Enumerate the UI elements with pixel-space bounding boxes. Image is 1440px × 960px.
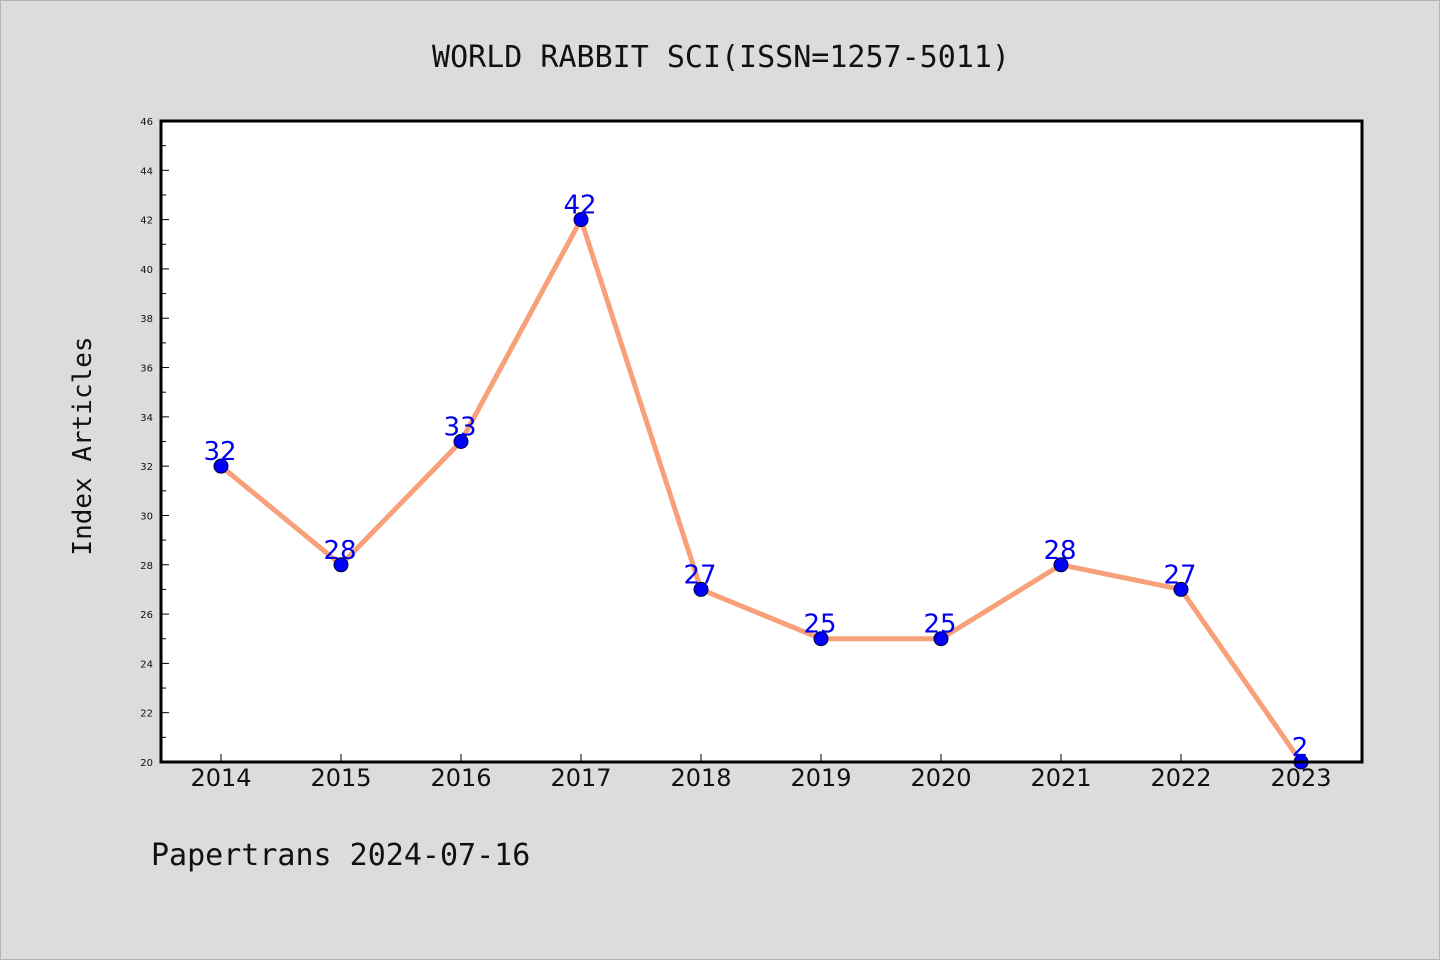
y-tick-label: 46 bbox=[140, 117, 153, 128]
data-label: 27 bbox=[683, 560, 716, 590]
data-point bbox=[453, 434, 469, 449]
data-label: 42 bbox=[563, 191, 596, 221]
x-tick-label: 2016 bbox=[430, 764, 491, 792]
x-tick-label: 2022 bbox=[1150, 764, 1211, 792]
series-layer: 32 28 33 42 27 25 25 28 27 2 bbox=[203, 191, 1309, 770]
x-tick-label: 2021 bbox=[1030, 764, 1091, 792]
x-tick-label: 2020 bbox=[910, 764, 971, 792]
data-point bbox=[333, 557, 349, 573]
y-tick-label: 36 bbox=[140, 364, 153, 375]
data-label: 2 bbox=[1292, 733, 1309, 763]
data-label: 28 bbox=[323, 536, 356, 566]
data-point bbox=[933, 631, 949, 647]
x-axis: 2014 2015 2016 2017 2018 2019 2020 2021 2022 2023 bbox=[190, 754, 1332, 792]
plot-area bbox=[161, 121, 1362, 762]
data-label: 25 bbox=[923, 610, 956, 640]
y-tick-label: 24 bbox=[140, 659, 153, 670]
data-label: 28 bbox=[1043, 536, 1076, 566]
x-tick-label: 2017 bbox=[550, 764, 611, 792]
data-point bbox=[693, 581, 709, 597]
y-tick-label: 26 bbox=[140, 610, 153, 621]
plot-frame bbox=[159, 119, 1364, 764]
x-tick-label: 2018 bbox=[670, 764, 731, 792]
x-tick-label: 2014 bbox=[190, 764, 251, 792]
data-label: 27 bbox=[1163, 560, 1196, 590]
x-tick-label: 2015 bbox=[310, 764, 371, 792]
y-tick-label: 22 bbox=[140, 709, 153, 720]
y-tick-label: 42 bbox=[140, 216, 153, 227]
y-tick-label: 34 bbox=[140, 413, 153, 424]
data-label: 25 bbox=[803, 610, 836, 640]
y-axis-label: Index Articles bbox=[68, 336, 98, 555]
y-tick-label: 32 bbox=[140, 462, 153, 473]
data-point bbox=[1053, 557, 1069, 573]
y-tick-label: 40 bbox=[140, 265, 153, 276]
footer-watermark: Papertrans 2024-07-16 bbox=[151, 838, 530, 873]
y-tick-label: 38 bbox=[140, 314, 153, 325]
data-point bbox=[573, 212, 589, 228]
y-tick-label: 20 bbox=[140, 758, 153, 769]
y-tick-label: 44 bbox=[140, 166, 153, 177]
data-label: 33 bbox=[443, 413, 476, 443]
y-tick-label: 28 bbox=[140, 561, 153, 572]
data-label: 32 bbox=[203, 437, 236, 467]
series-line bbox=[218, 217, 1304, 765]
y-axis: 20 22 24 26 28 30 32 34 36 38 40 42 44 46 bbox=[140, 117, 169, 769]
x-tick-label: 2019 bbox=[790, 764, 851, 792]
data-point bbox=[813, 631, 829, 647]
y-tick-label: 30 bbox=[140, 511, 153, 522]
chart-title: WORLD RABBIT SCI(ISSN=1257-5011) bbox=[432, 40, 1010, 75]
data-point bbox=[213, 458, 229, 474]
data-point bbox=[1173, 581, 1189, 597]
